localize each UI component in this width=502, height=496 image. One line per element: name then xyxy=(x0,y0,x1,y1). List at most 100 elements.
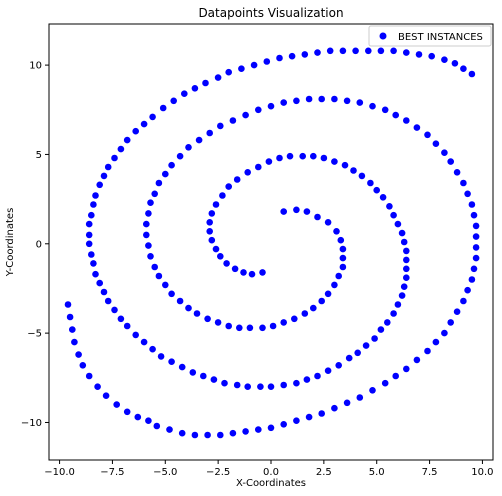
data-point xyxy=(468,201,476,208)
data-point xyxy=(362,342,370,349)
data-point xyxy=(193,310,201,317)
data-point xyxy=(390,47,397,55)
data-point xyxy=(280,208,288,215)
data-point xyxy=(92,270,99,278)
data-point xyxy=(453,169,461,176)
data-point xyxy=(403,274,410,282)
data-point xyxy=(318,95,326,103)
y-tick-label: −5 xyxy=(27,329,42,340)
data-point xyxy=(392,111,400,119)
legend-marker xyxy=(379,32,387,40)
data-point xyxy=(195,136,203,144)
data-point xyxy=(339,254,347,262)
data-point xyxy=(259,269,266,276)
data-point xyxy=(219,192,226,199)
data-point xyxy=(288,52,296,60)
data-point xyxy=(157,353,165,360)
data-point xyxy=(447,158,455,165)
data-point xyxy=(225,322,232,330)
data-point xyxy=(293,206,300,214)
data-point xyxy=(162,170,169,178)
x-tick-label: 10.0 xyxy=(471,467,493,478)
data-point xyxy=(343,97,351,105)
data-point xyxy=(166,426,173,433)
data-point xyxy=(143,231,150,239)
data-point xyxy=(181,90,188,97)
data-point xyxy=(212,201,220,208)
data-point xyxy=(185,144,192,151)
data-point xyxy=(102,392,110,400)
data-point xyxy=(225,183,232,190)
data-point xyxy=(365,47,372,55)
data-point xyxy=(104,297,112,305)
data-point xyxy=(384,319,391,326)
x-tick-label: 0.0 xyxy=(263,467,279,478)
data-point xyxy=(66,313,74,321)
data-point xyxy=(470,211,478,219)
data-point xyxy=(263,58,271,65)
data-point xyxy=(151,263,158,271)
data-point xyxy=(153,422,161,430)
data-point xyxy=(254,106,262,114)
data-point xyxy=(200,372,207,380)
data-point xyxy=(314,213,321,221)
data-point xyxy=(291,315,298,323)
data-point xyxy=(145,210,152,217)
data-point xyxy=(111,306,118,314)
data-point xyxy=(208,210,216,217)
legend: BEST INSTANCES xyxy=(368,25,492,47)
data-point xyxy=(149,345,156,353)
data-point xyxy=(240,269,247,276)
data-point xyxy=(208,236,216,244)
data-point xyxy=(69,326,76,333)
data-point xyxy=(331,281,338,289)
data-point xyxy=(257,383,264,391)
data-point xyxy=(104,163,112,171)
data-point xyxy=(403,117,410,124)
data-point xyxy=(428,52,436,60)
data-point xyxy=(96,279,103,287)
data-point xyxy=(176,297,184,305)
data-point xyxy=(403,265,410,273)
data-point xyxy=(398,229,406,237)
data-point xyxy=(176,152,184,160)
data-point xyxy=(453,308,461,316)
data-point xyxy=(470,265,478,273)
data-point xyxy=(331,95,338,103)
data-point xyxy=(204,315,211,323)
x-axis: −10.0 −7.5 −5.0 −2.5 0.0 2.5 5.0 7.5 10.0 xyxy=(44,460,494,478)
data-point xyxy=(403,365,410,373)
data-point xyxy=(403,247,410,255)
data-point xyxy=(415,51,423,58)
data-point xyxy=(356,394,364,401)
y-tick-label: 10 xyxy=(29,61,42,72)
data-point xyxy=(293,97,300,105)
data-point xyxy=(432,338,440,346)
data-point xyxy=(337,236,345,244)
data-point xyxy=(468,276,476,283)
data-point xyxy=(390,310,397,317)
data-point xyxy=(371,335,378,342)
data-point xyxy=(248,270,256,278)
data-point xyxy=(170,97,177,105)
x-tick-label: 7.5 xyxy=(422,467,438,478)
data-point xyxy=(276,54,283,62)
data-point xyxy=(140,338,148,346)
data-point xyxy=(280,99,288,106)
data-point xyxy=(352,47,359,55)
data-point xyxy=(267,102,275,110)
data-point xyxy=(403,256,410,264)
data-point xyxy=(472,244,480,251)
data-point xyxy=(314,49,321,56)
data-point xyxy=(217,122,224,130)
data-point xyxy=(132,331,139,339)
data-point xyxy=(424,131,431,139)
data-point xyxy=(151,190,158,198)
data-point xyxy=(123,408,131,416)
data-point xyxy=(159,104,167,112)
data-point xyxy=(225,68,232,76)
data-point xyxy=(206,129,213,137)
data-point xyxy=(265,158,273,165)
data-point xyxy=(117,315,125,323)
data-point xyxy=(168,358,175,366)
